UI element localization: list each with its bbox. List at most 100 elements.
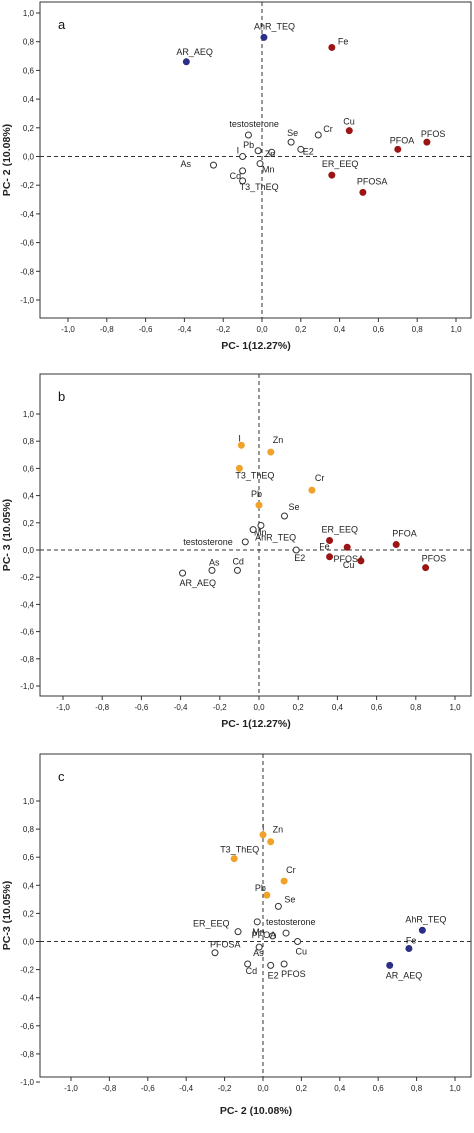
x-tick-label: 0,8	[412, 325, 424, 334]
x-tick-label: -0,8	[103, 1084, 117, 1093]
x-tick-label: 0,4	[334, 1084, 346, 1093]
point-label-e2: E2	[294, 553, 305, 563]
point-cu	[345, 127, 353, 135]
y-tick-label: 0,8	[23, 825, 35, 834]
x-tick-label: 0,8	[411, 1084, 423, 1093]
y-tick-label: 0,6	[23, 66, 35, 75]
point-pfosa	[359, 188, 367, 196]
point-label-cu: Cu	[296, 947, 308, 957]
y-tick-label: -0,4	[20, 210, 34, 219]
point-label-cr: Cr	[323, 124, 333, 134]
point-label-er-eeq: ER_EEQ	[193, 919, 230, 929]
y-tick-label: -1,0	[20, 1078, 34, 1087]
point-label-pb: Pb	[251, 489, 262, 499]
x-tick-label: -0,6	[135, 703, 149, 712]
point-pfoa	[394, 145, 402, 153]
point-e2	[292, 546, 300, 554]
point-label-i: I	[262, 823, 265, 833]
point-label-as: As	[253, 948, 264, 958]
x-tick-label: -1,0	[56, 703, 70, 712]
y-tick-label: 0,8	[23, 38, 35, 47]
point-testosterone	[244, 131, 252, 139]
x-tick-label: -0,4	[179, 1084, 193, 1093]
point-label-mn: Mn	[252, 927, 265, 937]
point-fe	[343, 543, 351, 551]
point-ahr-teq	[260, 33, 268, 41]
point-label-pb: Pb	[243, 140, 254, 150]
point-fe	[405, 945, 413, 953]
point-pb	[255, 501, 263, 509]
chart-panel-c: -1,0 -0,8 -0,6 -0,4 -0,2 0,0 0,2 0,4 0,6 0,8 1,0 1,…	[0, 752, 474, 1133]
scatter-plot-c: -1,0 -0,8 -0,6 -0,4 -0,2 0,0 0,2 0,4 0,6 0,8 1,0 1,…	[1, 753, 472, 1117]
x-tick-label: -0,6	[139, 325, 153, 334]
point-label-pfoa: PFOA	[390, 135, 415, 145]
y-tick-label: -0,6	[20, 628, 34, 637]
point-label-testosterone: testosterone	[229, 119, 279, 129]
panel-label: b	[58, 389, 65, 404]
point-label-pfosa: PFOSA	[357, 176, 388, 186]
point-e2	[297, 145, 305, 153]
point-label-zn: Zn	[273, 825, 284, 835]
point-cd	[244, 960, 252, 968]
panel-label: a	[58, 17, 66, 32]
y-tick-label: 0,6	[23, 464, 35, 473]
point-pb	[263, 891, 271, 899]
y-tick-label: -0,4	[20, 600, 34, 609]
scatter-plot-b: -1,0 -0,8 -0,6 -0,4 -0,2 0,0 0,2 0,4 0,6 0,8 1,0 1,…	[1, 373, 472, 730]
point-zn	[267, 838, 275, 846]
x-tick-label: 1,0	[449, 1084, 461, 1093]
x-tick-label: -0,8	[95, 703, 109, 712]
x-tick-label: 0,6	[373, 1084, 385, 1093]
x-tick-label: -1,0	[64, 1084, 78, 1093]
x-tick-label: 0,6	[373, 325, 385, 334]
point-pfos	[423, 138, 431, 146]
x-tick-label: -0,6	[141, 1084, 155, 1093]
y-tick-label: -0,8	[20, 267, 34, 276]
x-tick-label: -1,0	[61, 325, 75, 334]
point-label-pfosa: PFOSA	[210, 940, 241, 950]
point-as	[255, 943, 263, 951]
point-label-ahr-teq: AhR_TEQ	[255, 533, 296, 543]
y-tick-label: 0,6	[23, 853, 35, 862]
point-label-t3-theq: T3_ThEQ	[240, 182, 279, 192]
x-tick-label: 0,2	[296, 1084, 308, 1093]
point-label-ahr-teq: AhR_TEQ	[254, 21, 295, 31]
x-tick-label: 0,2	[293, 703, 305, 712]
y-tick-label: 1,0	[23, 797, 35, 806]
point-label-fe: Fe	[406, 936, 417, 946]
point-label-e2: E2	[268, 970, 279, 980]
point-label-as: As	[181, 159, 192, 169]
y-axis-label: PC- 2 (10.08%)	[1, 124, 13, 196]
y-tick-label: -0,8	[20, 1050, 34, 1059]
point-cu	[294, 938, 302, 945]
x-axis-label: PC- 2 (10.08%)	[220, 1105, 292, 1117]
point-label-pfosa: PFOSA	[334, 554, 365, 564]
point-label-ahr-teq: AhR_TEQ	[405, 914, 446, 924]
point-label-cd: Cd	[232, 556, 244, 566]
point-label-cr: Cr	[315, 473, 325, 483]
y-tick-label: -0,2	[20, 966, 34, 975]
point-label-as: As	[209, 557, 220, 567]
point-label-fe: Fe	[319, 541, 330, 551]
x-tick-label: 0,0	[257, 1084, 269, 1093]
point-label-se: Se	[284, 894, 295, 904]
x-tick-label: 1,0	[450, 325, 462, 334]
x-tick-label: 0,6	[371, 703, 383, 712]
point-label-zn: Zn	[265, 149, 276, 159]
x-tick-label: 0,2	[295, 325, 307, 334]
point-ar-aeq	[386, 961, 394, 969]
point-label-pb: Pb	[255, 883, 266, 893]
y-tick-label: 0,2	[23, 519, 35, 528]
y-tick-label: -1,0	[20, 296, 34, 305]
point-label-fe: Fe	[338, 36, 349, 46]
point-se	[274, 902, 282, 910]
point-er-eeq	[328, 171, 336, 179]
point-label-se: Se	[288, 502, 299, 512]
y-tick-label: 0,4	[23, 95, 35, 104]
point-label-cr: Cr	[286, 865, 296, 875]
x-tick-label: 0,8	[410, 703, 422, 712]
point-i	[237, 441, 245, 449]
point-cr	[314, 131, 322, 139]
point-t3-theq	[239, 177, 247, 185]
point-mn	[257, 522, 265, 530]
